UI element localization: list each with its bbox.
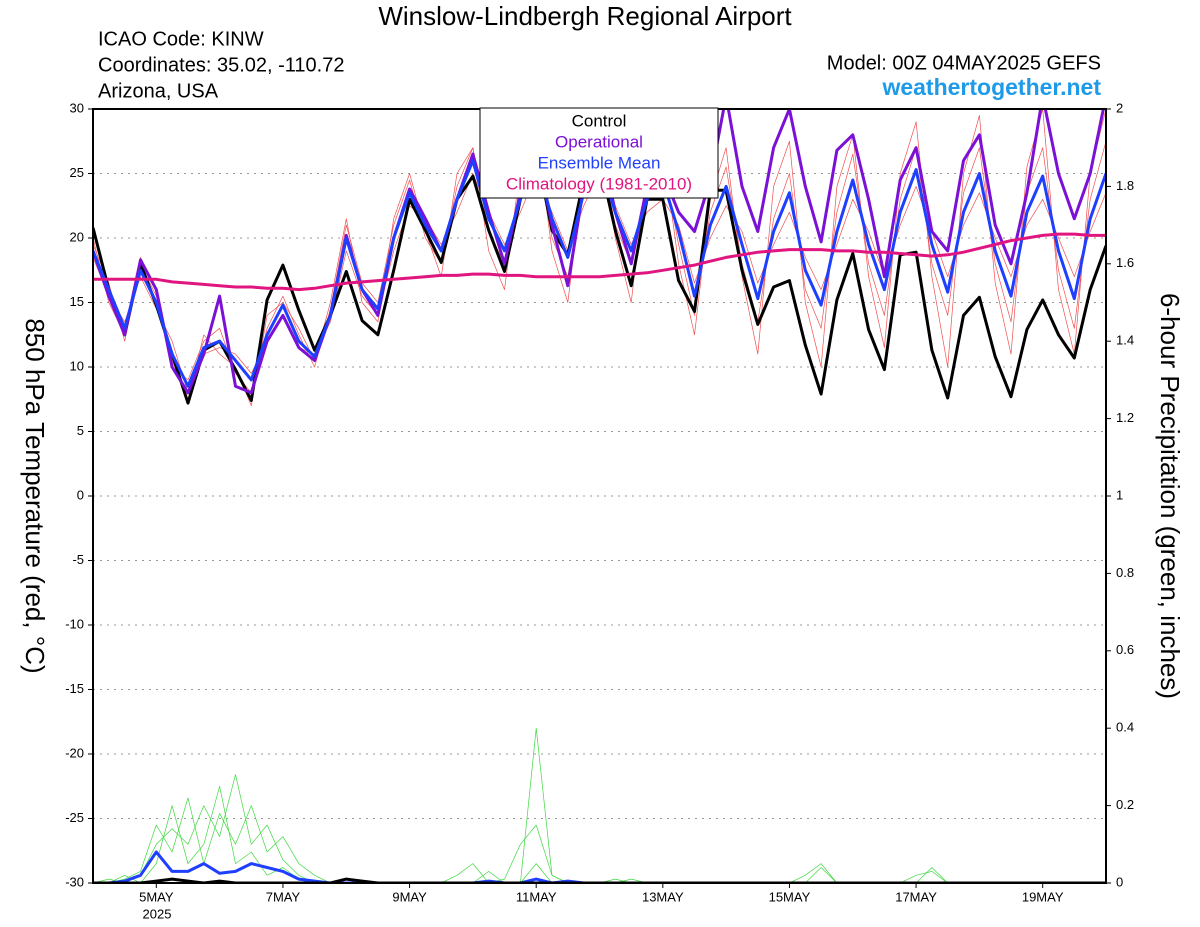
chart-title: Winslow-Lindbergh Regional Airport	[378, 1, 792, 31]
y-tick-label: 5	[77, 423, 84, 438]
series-line	[93, 774, 1106, 883]
y2-tick-label: 1.8	[1116, 178, 1134, 193]
y2-tick-label: 0.8	[1116, 565, 1134, 580]
y-tick-label: -15	[65, 681, 84, 696]
x-tick-label: 9MAY	[392, 889, 427, 904]
y-tick-label: -5	[72, 552, 84, 567]
legend-entry: Climatology (1981-2010)	[506, 174, 692, 193]
series-line	[93, 727, 1106, 883]
axes: -30 -25 -20 -15 -10 -5 0 5 10 15 20 25 30 0 0.2 0.4 0.6 0…	[65, 100, 1134, 904]
y-tick-label: -10	[65, 616, 84, 631]
x-tick-label: 19MAY	[1022, 889, 1064, 904]
legend-entry: Ensemble Mean	[538, 153, 661, 172]
x-tick-label: 7MAY	[266, 889, 301, 904]
y-tick-label: 30	[70, 100, 84, 115]
y-tick-label: 10	[70, 358, 84, 373]
x-tick-label: 15MAY	[769, 889, 811, 904]
y-tick-label: 0	[77, 487, 84, 502]
y-tick-label: 20	[70, 229, 84, 244]
annotation: Arizona, USA	[98, 80, 219, 102]
series-line	[93, 850, 1106, 883]
model-label: Model: 00Z 04MAY2025 GEFS	[827, 52, 1101, 74]
legend-entry: Operational	[555, 132, 643, 151]
y-tick-label: -25	[65, 810, 84, 825]
x-tick-label: 11MAY	[516, 889, 557, 904]
y2-tick-label: 0.6	[1116, 642, 1134, 657]
series-line	[93, 232, 1106, 292]
y2-axis-title: 6-hour Precipitation (green, inches)	[1155, 293, 1185, 699]
annotation: ICAO Code: KINW	[98, 28, 264, 50]
grid	[93, 108, 1106, 884]
y2-tick-label: 1.6	[1116, 255, 1134, 270]
y2-tick-label: 0.2	[1116, 797, 1134, 812]
y2-tick-label: 1.4	[1116, 333, 1134, 348]
x-year-label: 2025	[143, 906, 172, 921]
y-tick-label: -30	[65, 874, 84, 889]
y2-tick-label: 0.4	[1116, 720, 1134, 735]
y2-tick-label: 1.2	[1116, 410, 1134, 425]
series-line	[93, 797, 1106, 883]
x-tick-label: 13MAY	[642, 889, 684, 904]
legend-box	[479, 107, 719, 199]
x-tick-label: 5MAY	[139, 889, 174, 904]
plot-lines	[93, 109, 1106, 883]
y-tick-label: 25	[70, 165, 84, 180]
legend-entry: Control	[572, 111, 627, 130]
y-axis-title: 850 hPa Temperature (red, °C)	[20, 318, 50, 673]
site-label: weathertogether.net	[881, 74, 1101, 100]
annotation: Coordinates: 35.02, -110.72	[98, 54, 344, 76]
y2-tick-label: 0	[1116, 874, 1123, 889]
y2-tick-label: 2	[1116, 100, 1123, 115]
x-tick-label: 17MAY	[895, 889, 937, 904]
y2-tick-label: 1	[1116, 487, 1123, 502]
y-tick-label: 15	[70, 294, 84, 309]
y-tick-label: -20	[65, 745, 84, 760]
